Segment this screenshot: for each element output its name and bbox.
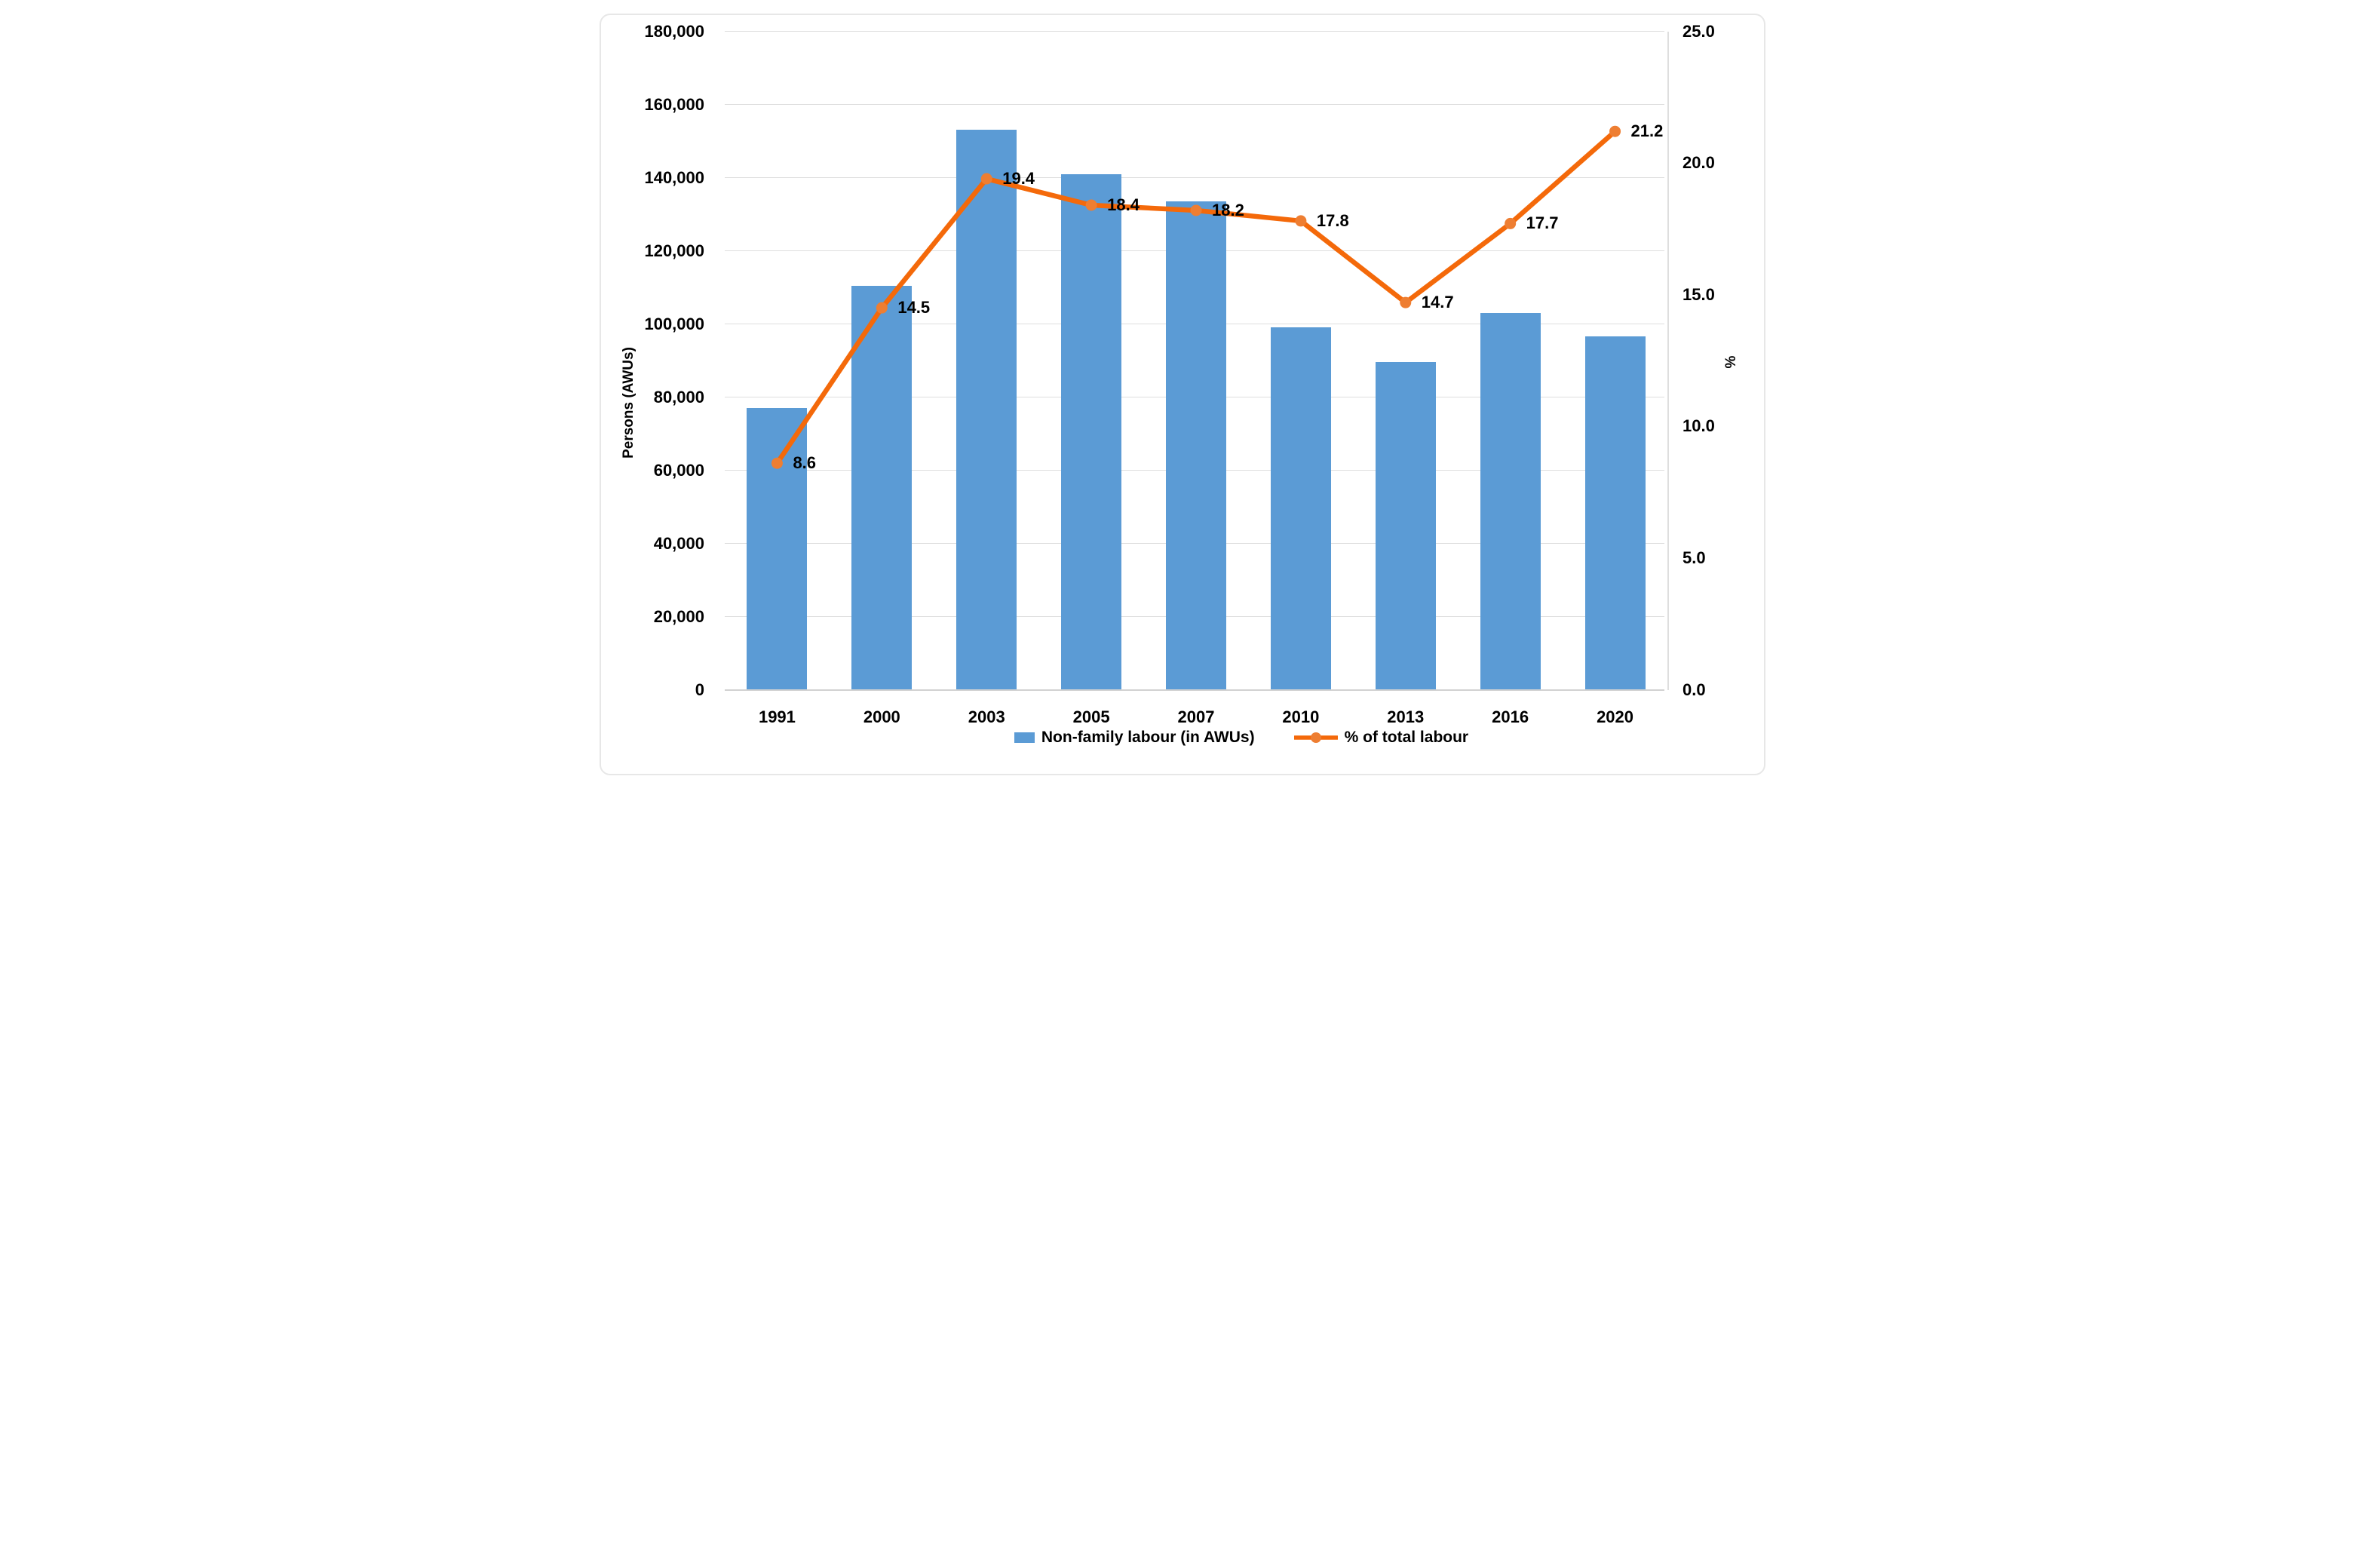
left-axis-tick-label: 180,000 bbox=[644, 21, 704, 41]
x-axis-tick-label: 1991 bbox=[758, 707, 796, 726]
line-data-label: 14.7 bbox=[1421, 293, 1454, 312]
bar-2003 bbox=[956, 130, 1017, 690]
legend-bar-label: Non-family labour (in AWUs) bbox=[1041, 729, 1255, 746]
right-axis-tick-label: 20.0 bbox=[1682, 153, 1715, 173]
line-marker-2003 bbox=[980, 173, 992, 185]
line-marker-2020 bbox=[1609, 125, 1621, 137]
bar-2000 bbox=[851, 285, 913, 690]
left-axis-tick-label: 0 bbox=[695, 680, 704, 699]
chart-canvas: 180,000 160,000 140,000 120,000 100,000 80,00… bbox=[591, 0, 1774, 784]
line-marker-2007 bbox=[1190, 204, 1202, 216]
legend-item-bar-series: Non-family labour (in AWUs) bbox=[1014, 729, 1255, 747]
legend-line-label: % of total labour bbox=[1344, 729, 1469, 746]
x-axis-line bbox=[725, 689, 1664, 691]
right-axis-line bbox=[1667, 31, 1669, 690]
left-axis-title: Persons (AWUs) bbox=[621, 347, 636, 459]
legend-item-line-series: % of total labour bbox=[1293, 729, 1469, 747]
left-axis-tick-label: 40,000 bbox=[653, 533, 704, 553]
right-axis-tick-label: 25.0 bbox=[1682, 21, 1715, 41]
line-data-label: 14.5 bbox=[897, 298, 931, 318]
bar-2010 bbox=[1270, 327, 1331, 690]
left-axis-tick-label: 120,000 bbox=[644, 241, 704, 260]
x-axis-tick-label: 2020 bbox=[1597, 707, 1634, 726]
gridline bbox=[725, 176, 1664, 179]
line-marker-2000 bbox=[876, 302, 888, 314]
x-axis-tick-label: 2013 bbox=[1387, 707, 1425, 726]
right-axis-title: % bbox=[1723, 355, 1739, 369]
line-marker-1991 bbox=[771, 457, 783, 469]
gridline bbox=[725, 30, 1664, 32]
right-axis-tick-label: 15.0 bbox=[1682, 284, 1715, 304]
line-data-label: 18.2 bbox=[1212, 200, 1244, 219]
x-axis-tick-label: 2016 bbox=[1492, 707, 1529, 726]
bar-2020 bbox=[1584, 336, 1646, 690]
line-data-label: 17.8 bbox=[1316, 210, 1349, 230]
x-axis-tick-label: 2007 bbox=[1177, 707, 1215, 726]
legend: Non-family labour (in AWUs) % of total l… bbox=[650, 729, 1774, 747]
bar-2005 bbox=[1061, 173, 1122, 690]
left-axis-tick-label: 60,000 bbox=[653, 460, 704, 480]
left-axis-tick-label: 100,000 bbox=[644, 314, 704, 333]
line-series-layer bbox=[771, 125, 1621, 469]
line-data-label: 18.4 bbox=[1107, 195, 1140, 214]
right-axis-tick-label: 5.0 bbox=[1682, 548, 1706, 567]
line-data-label: 17.7 bbox=[1526, 213, 1559, 233]
bar-2016 bbox=[1480, 312, 1541, 690]
bar-2007 bbox=[1166, 201, 1226, 690]
left-axis-tick-label: 80,000 bbox=[653, 387, 704, 407]
line-marker-2016 bbox=[1505, 217, 1517, 229]
line-series-swatch-icon bbox=[1293, 732, 1338, 743]
bar-2013 bbox=[1375, 362, 1436, 690]
line-data-label: 19.4 bbox=[1002, 169, 1035, 189]
right-axis-tick-label: 10.0 bbox=[1682, 416, 1715, 436]
line-data-label: 21.2 bbox=[1630, 121, 1664, 141]
x-axis-tick-label: 2010 bbox=[1282, 707, 1320, 726]
right-axis-tick-label: 0.0 bbox=[1682, 680, 1706, 699]
left-axis-tick-label: 20,000 bbox=[653, 606, 704, 626]
left-axis-tick-label: 140,000 bbox=[644, 167, 704, 187]
x-axis-tick-label: 2000 bbox=[863, 707, 900, 726]
line-marker-2010 bbox=[1295, 215, 1307, 227]
gridline bbox=[725, 103, 1664, 106]
x-axis-tick-label: 2003 bbox=[968, 707, 1005, 726]
left-axis-tick-label: 160,000 bbox=[644, 94, 704, 114]
line-marker-2005 bbox=[1085, 199, 1097, 211]
bar-1991 bbox=[747, 408, 808, 690]
x-axis-tick-label: 2005 bbox=[1072, 707, 1110, 726]
line-marker-2013 bbox=[1400, 296, 1412, 308]
line-data-label: 8.6 bbox=[793, 453, 817, 473]
bar-series-swatch-icon bbox=[1014, 732, 1035, 743]
